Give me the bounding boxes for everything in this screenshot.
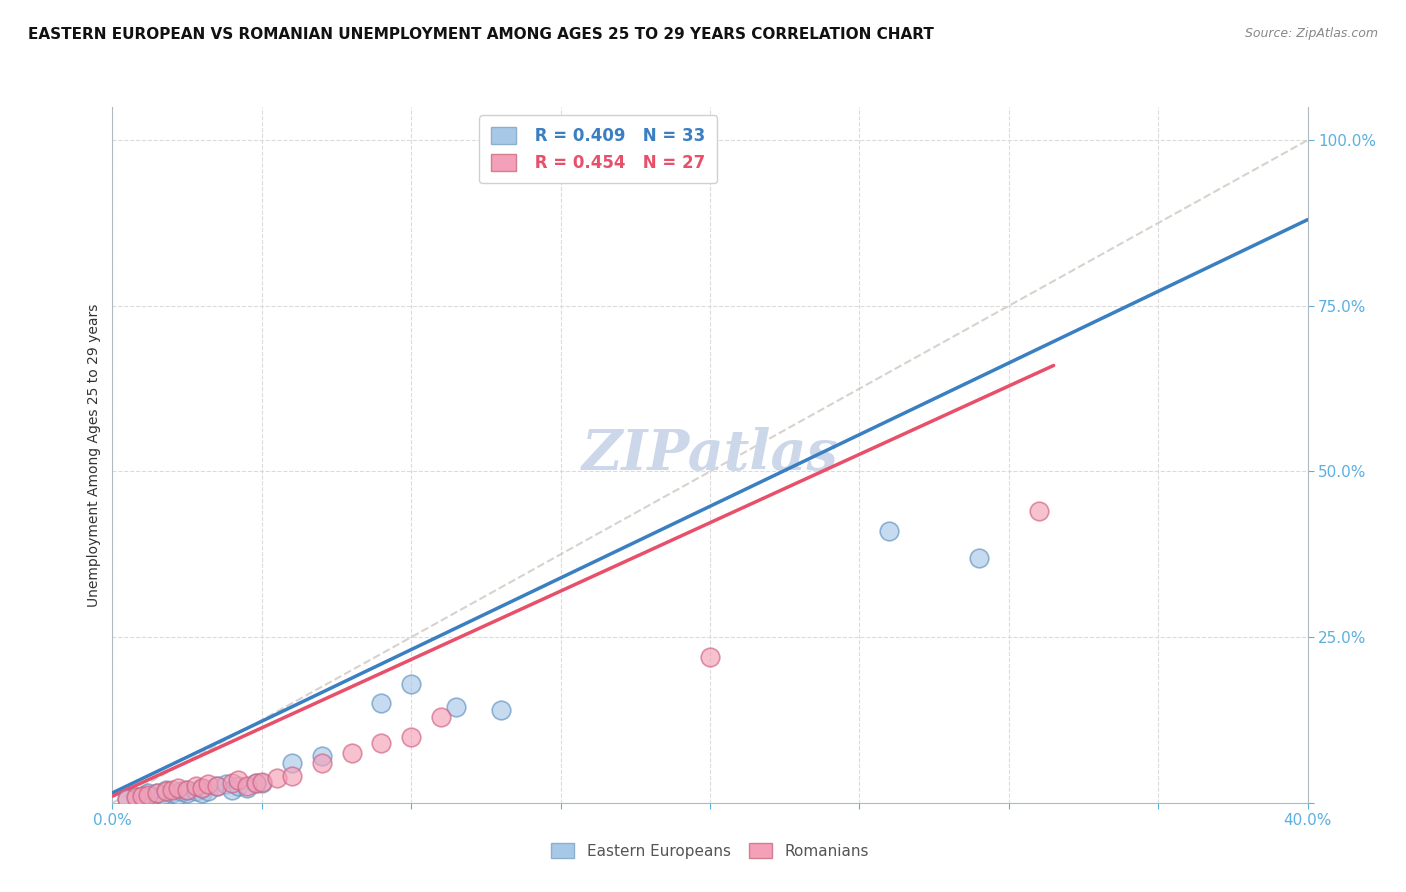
Point — [141, 789, 163, 804]
Point — [146, 790, 169, 805]
Point — [226, 772, 249, 787]
Point — [281, 756, 304, 770]
Legend: Eastern Europeans, Romanians: Eastern Europeans, Romanians — [546, 837, 875, 864]
Point — [250, 774, 273, 789]
Point — [162, 782, 183, 797]
Point — [877, 524, 901, 538]
Point — [236, 779, 259, 793]
Point — [197, 777, 219, 791]
Point — [152, 788, 174, 802]
Point — [236, 781, 259, 796]
Point — [167, 788, 190, 802]
Point — [250, 776, 273, 790]
Point — [489, 703, 512, 717]
Point — [117, 792, 139, 806]
Point — [167, 781, 190, 796]
Point — [967, 550, 990, 565]
Point — [444, 699, 467, 714]
Point — [226, 779, 249, 793]
Point — [311, 749, 333, 764]
Point — [186, 779, 208, 793]
Point — [370, 736, 392, 750]
Point — [186, 784, 208, 798]
Point — [370, 697, 392, 711]
Y-axis label: Unemployment Among Ages 25 to 29 years: Unemployment Among Ages 25 to 29 years — [87, 303, 101, 607]
Point — [215, 777, 238, 791]
Point — [430, 709, 453, 723]
Point — [176, 782, 198, 797]
Point — [191, 781, 214, 796]
Point — [401, 676, 423, 690]
Point — [191, 786, 214, 800]
Point — [281, 769, 304, 783]
Point — [125, 790, 148, 805]
Point — [162, 786, 183, 800]
Point — [170, 784, 193, 798]
Point — [311, 756, 333, 770]
Point — [221, 782, 243, 797]
Point — [205, 779, 228, 793]
Point — [205, 779, 228, 793]
Point — [146, 786, 169, 800]
Point — [1028, 504, 1050, 518]
Point — [138, 788, 160, 802]
Point — [221, 776, 243, 790]
Point — [266, 771, 288, 785]
Point — [125, 790, 148, 805]
Point — [138, 786, 160, 800]
Point — [146, 786, 169, 800]
Point — [401, 730, 423, 744]
Point — [191, 781, 214, 796]
Point — [155, 784, 177, 798]
Point — [245, 776, 267, 790]
Point — [131, 789, 153, 804]
Point — [176, 786, 198, 800]
Point — [245, 776, 267, 790]
Point — [176, 782, 198, 797]
Point — [197, 784, 219, 798]
Point — [155, 782, 177, 797]
Point — [340, 746, 363, 760]
Point — [699, 650, 721, 665]
Point — [117, 792, 139, 806]
Text: Source: ZipAtlas.com: Source: ZipAtlas.com — [1244, 27, 1378, 40]
Point — [131, 789, 153, 804]
Text: ZIPatlas: ZIPatlas — [582, 427, 838, 483]
Text: EASTERN EUROPEAN VS ROMANIAN UNEMPLOYMENT AMONG AGES 25 TO 29 YEARS CORRELATION : EASTERN EUROPEAN VS ROMANIAN UNEMPLOYMEN… — [28, 27, 934, 42]
